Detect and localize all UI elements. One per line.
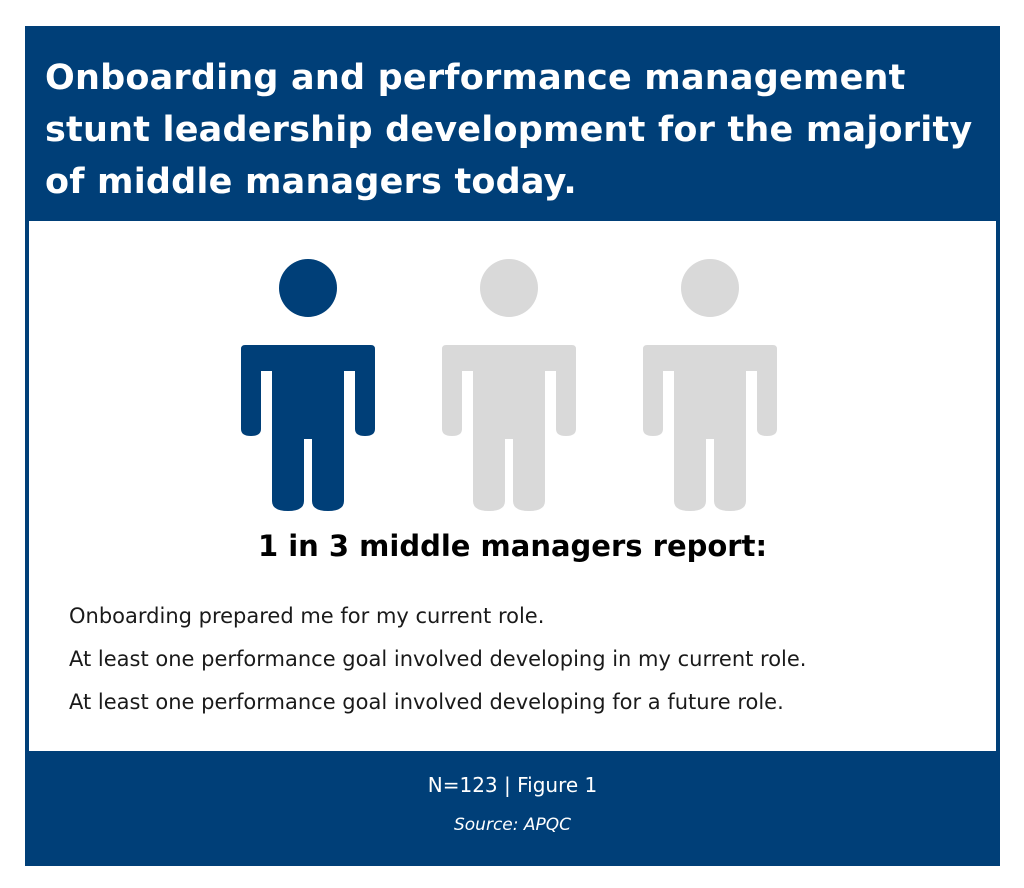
figure-reference: N=123 | Figure 1 [427, 773, 598, 797]
stat-heading: 1 in 3 middle managers report: [257, 529, 768, 563]
source-credit: Source: APQC [453, 815, 572, 835]
person-icon [442, 259, 576, 511]
person-icon-highlighted [241, 259, 375, 511]
people-icon-row [241, 259, 777, 511]
content-panel: 1 in 3 middle managers report: Onboardin… [29, 221, 996, 751]
statement-list: Onboarding prepared me for my current ro… [69, 603, 989, 732]
headline: Onboarding and performance management st… [45, 58, 973, 202]
person-icon [643, 259, 777, 511]
statement-item: Onboarding prepared me for my current ro… [69, 604, 545, 628]
infographic-frame: Onboarding and performance management st… [25, 26, 1000, 866]
statement-item: At least one performance goal involved d… [69, 647, 807, 671]
statement-item: At least one performance goal involved d… [69, 690, 784, 714]
